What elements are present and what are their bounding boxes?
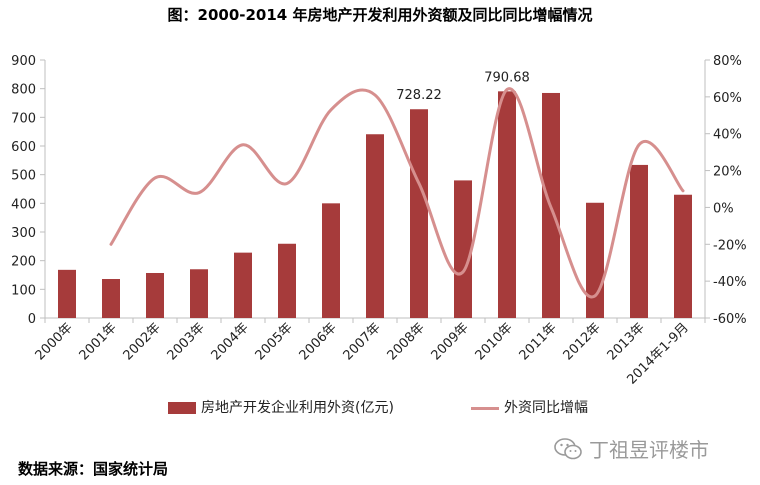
legend-line-swatch (471, 407, 499, 410)
y-left-tick-label: 100 (11, 283, 36, 298)
x-tick-label: 2011年 (517, 320, 560, 363)
x-tick-label: 2012年 (561, 320, 604, 363)
y-right-tick-label: -60% (713, 312, 747, 327)
bar (322, 203, 340, 318)
x-tick-label: 2001年 (77, 320, 120, 363)
y-right-tick-label: -40% (713, 275, 747, 290)
watermark-text: 丁祖昱评楼市 (589, 438, 709, 462)
y-left-tick-label: 300 (11, 226, 36, 241)
x-tick-label: 2005年 (253, 320, 296, 363)
y-left-tick-label: 400 (11, 197, 36, 212)
watermark: 丁祖昱评楼市 (553, 434, 709, 463)
y-right-tick-label: 40% (713, 128, 742, 143)
y-right-tick-label: 60% (713, 91, 742, 106)
x-tick-label: 2008年 (385, 320, 428, 363)
bar (586, 202, 604, 318)
bar (58, 269, 76, 318)
y-left-tick-label: 800 (11, 83, 36, 98)
bar (454, 180, 472, 318)
bar (190, 269, 208, 318)
bar (410, 109, 428, 319)
y-right-tick-label: 0% (713, 201, 734, 216)
x-tick-label: 2009年 (429, 320, 472, 363)
y-left-tick-label: 0 (28, 312, 36, 327)
chart-title: 图：2000-2014 年房地产开发利用外资额及同比同比增幅情况 (167, 6, 593, 24)
wechat-icon (554, 437, 582, 459)
legend-bar-label: 房地产开发企业利用外资(亿元) (201, 400, 394, 416)
legend-line-label: 外资同比增幅 (504, 400, 588, 416)
bar (102, 279, 120, 318)
y-left-tick-label: 900 (11, 54, 36, 69)
growth-line (109, 87, 685, 299)
y-right-tick-label: 20% (713, 165, 742, 180)
bar (630, 164, 648, 318)
x-tick-label: 2010年 (473, 320, 516, 363)
x-tick-label: 2006年 (297, 320, 340, 363)
x-tick-label: 2007年 (341, 320, 384, 363)
y-left-tick-label: 200 (11, 255, 36, 270)
x-tick-label: 2000年 (33, 320, 76, 363)
x-tick-label: 2004年 (209, 320, 252, 363)
bar (674, 194, 692, 318)
x-tick-label: 2002年 (121, 320, 164, 363)
bar (366, 134, 384, 318)
legend-bar-swatch (168, 402, 196, 414)
bar (234, 252, 252, 318)
y-right-tick-label: 80% (713, 54, 742, 69)
bar (146, 272, 164, 318)
x-tick-label: 2003年 (165, 320, 208, 363)
bar (498, 91, 516, 318)
bar (278, 243, 296, 318)
y-left-tick-label: 700 (11, 111, 36, 126)
y-left-tick-label: 600 (11, 140, 36, 155)
data-label: 790.68 (484, 70, 530, 85)
x-tick-label: 2013年 (605, 320, 648, 363)
source-note: 数据来源：国家统计局 (18, 460, 169, 478)
y-left-tick-label: 500 (11, 169, 36, 184)
data-label: 728.22 (396, 88, 442, 103)
y-right-tick-label: -20% (713, 238, 747, 253)
